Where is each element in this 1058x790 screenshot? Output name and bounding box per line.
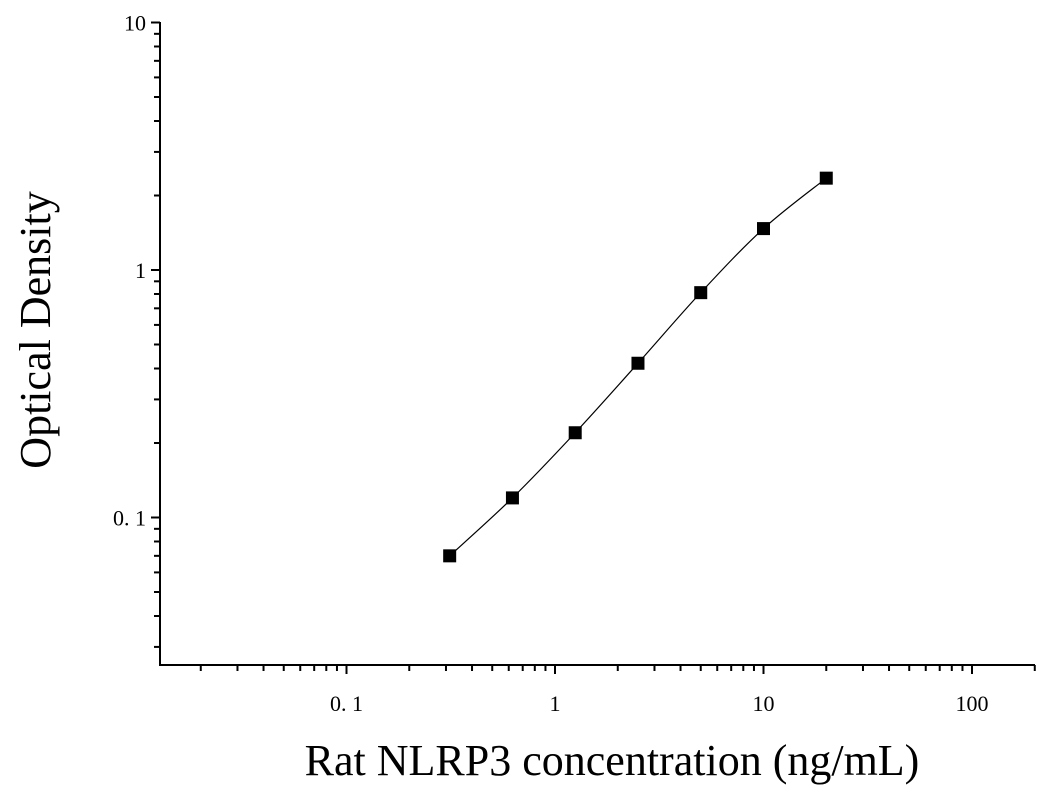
y-tick-label: 10 — [124, 11, 146, 36]
tick-labels: 0. 1 1 10 100 0. 1 1 10 — [113, 11, 989, 717]
data-point — [443, 549, 457, 563]
data-point — [505, 491, 519, 505]
x-tick-label: 100 — [956, 691, 989, 716]
data-point — [757, 222, 770, 236]
y-tick-label: 0. 1 — [113, 506, 146, 531]
data-points — [443, 171, 833, 563]
data-point — [819, 171, 833, 185]
data-point — [694, 286, 708, 300]
x-tick-label: 0. 1 — [330, 691, 363, 716]
data-point — [631, 356, 645, 370]
x-tick-label: 1 — [550, 691, 561, 716]
y-axis-title: Optical Density — [11, 191, 60, 468]
data-point — [568, 426, 582, 440]
axes — [159, 22, 1035, 666]
ticks — [151, 21, 1036, 674]
x-axis-title: Rat NLRP3 concentration (ng/mL) — [305, 736, 920, 785]
y-tick-label: 1 — [135, 258, 146, 283]
x-tick-label: 10 — [753, 691, 775, 716]
